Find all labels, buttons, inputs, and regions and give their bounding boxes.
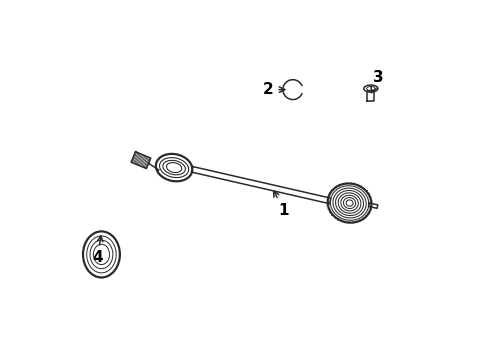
Text: 4: 4 bbox=[93, 236, 103, 265]
Text: 2: 2 bbox=[263, 82, 285, 97]
Text: 1: 1 bbox=[274, 191, 289, 218]
Text: 3: 3 bbox=[371, 70, 383, 93]
